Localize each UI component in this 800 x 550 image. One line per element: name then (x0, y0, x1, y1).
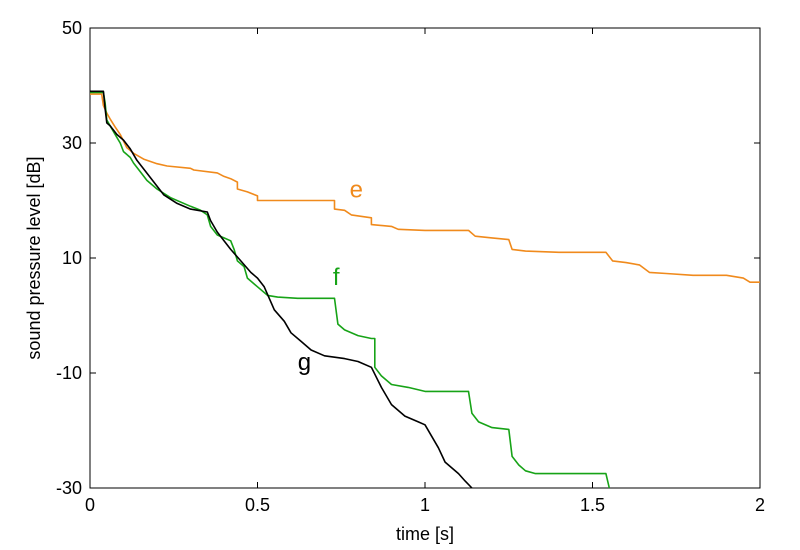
y-tick-label: 30 (62, 133, 82, 153)
y-tick-label: -30 (56, 478, 82, 498)
series-label-f: f (333, 264, 340, 291)
y-tick-label: 50 (62, 18, 82, 38)
annotation-group: e f g (298, 177, 363, 377)
series-group (90, 90, 760, 489)
x-tick-label: 0.5 (245, 495, 270, 515)
x-tick-label: 1 (420, 495, 430, 515)
series-line-e (90, 93, 760, 284)
series-label-g: g (298, 349, 311, 376)
y-tick-label: 10 (62, 248, 82, 268)
x-axis-label: time [s] (396, 524, 454, 544)
x-tick-label: 0 (85, 495, 95, 515)
y-tick-label: -10 (56, 363, 82, 383)
x-tick-label: 1.5 (580, 495, 605, 515)
y-axis-label: sound pressure level [dB] (24, 156, 44, 359)
axis-ticks: 0 0.5 1 1.5 2 -30 -10 10 30 50 (56, 18, 765, 515)
series-label-e: e (350, 177, 363, 204)
x-tick-label: 2 (755, 495, 765, 515)
series-line-g (90, 90, 473, 489)
series-line-f (90, 91, 611, 489)
plot-area (89, 27, 761, 489)
